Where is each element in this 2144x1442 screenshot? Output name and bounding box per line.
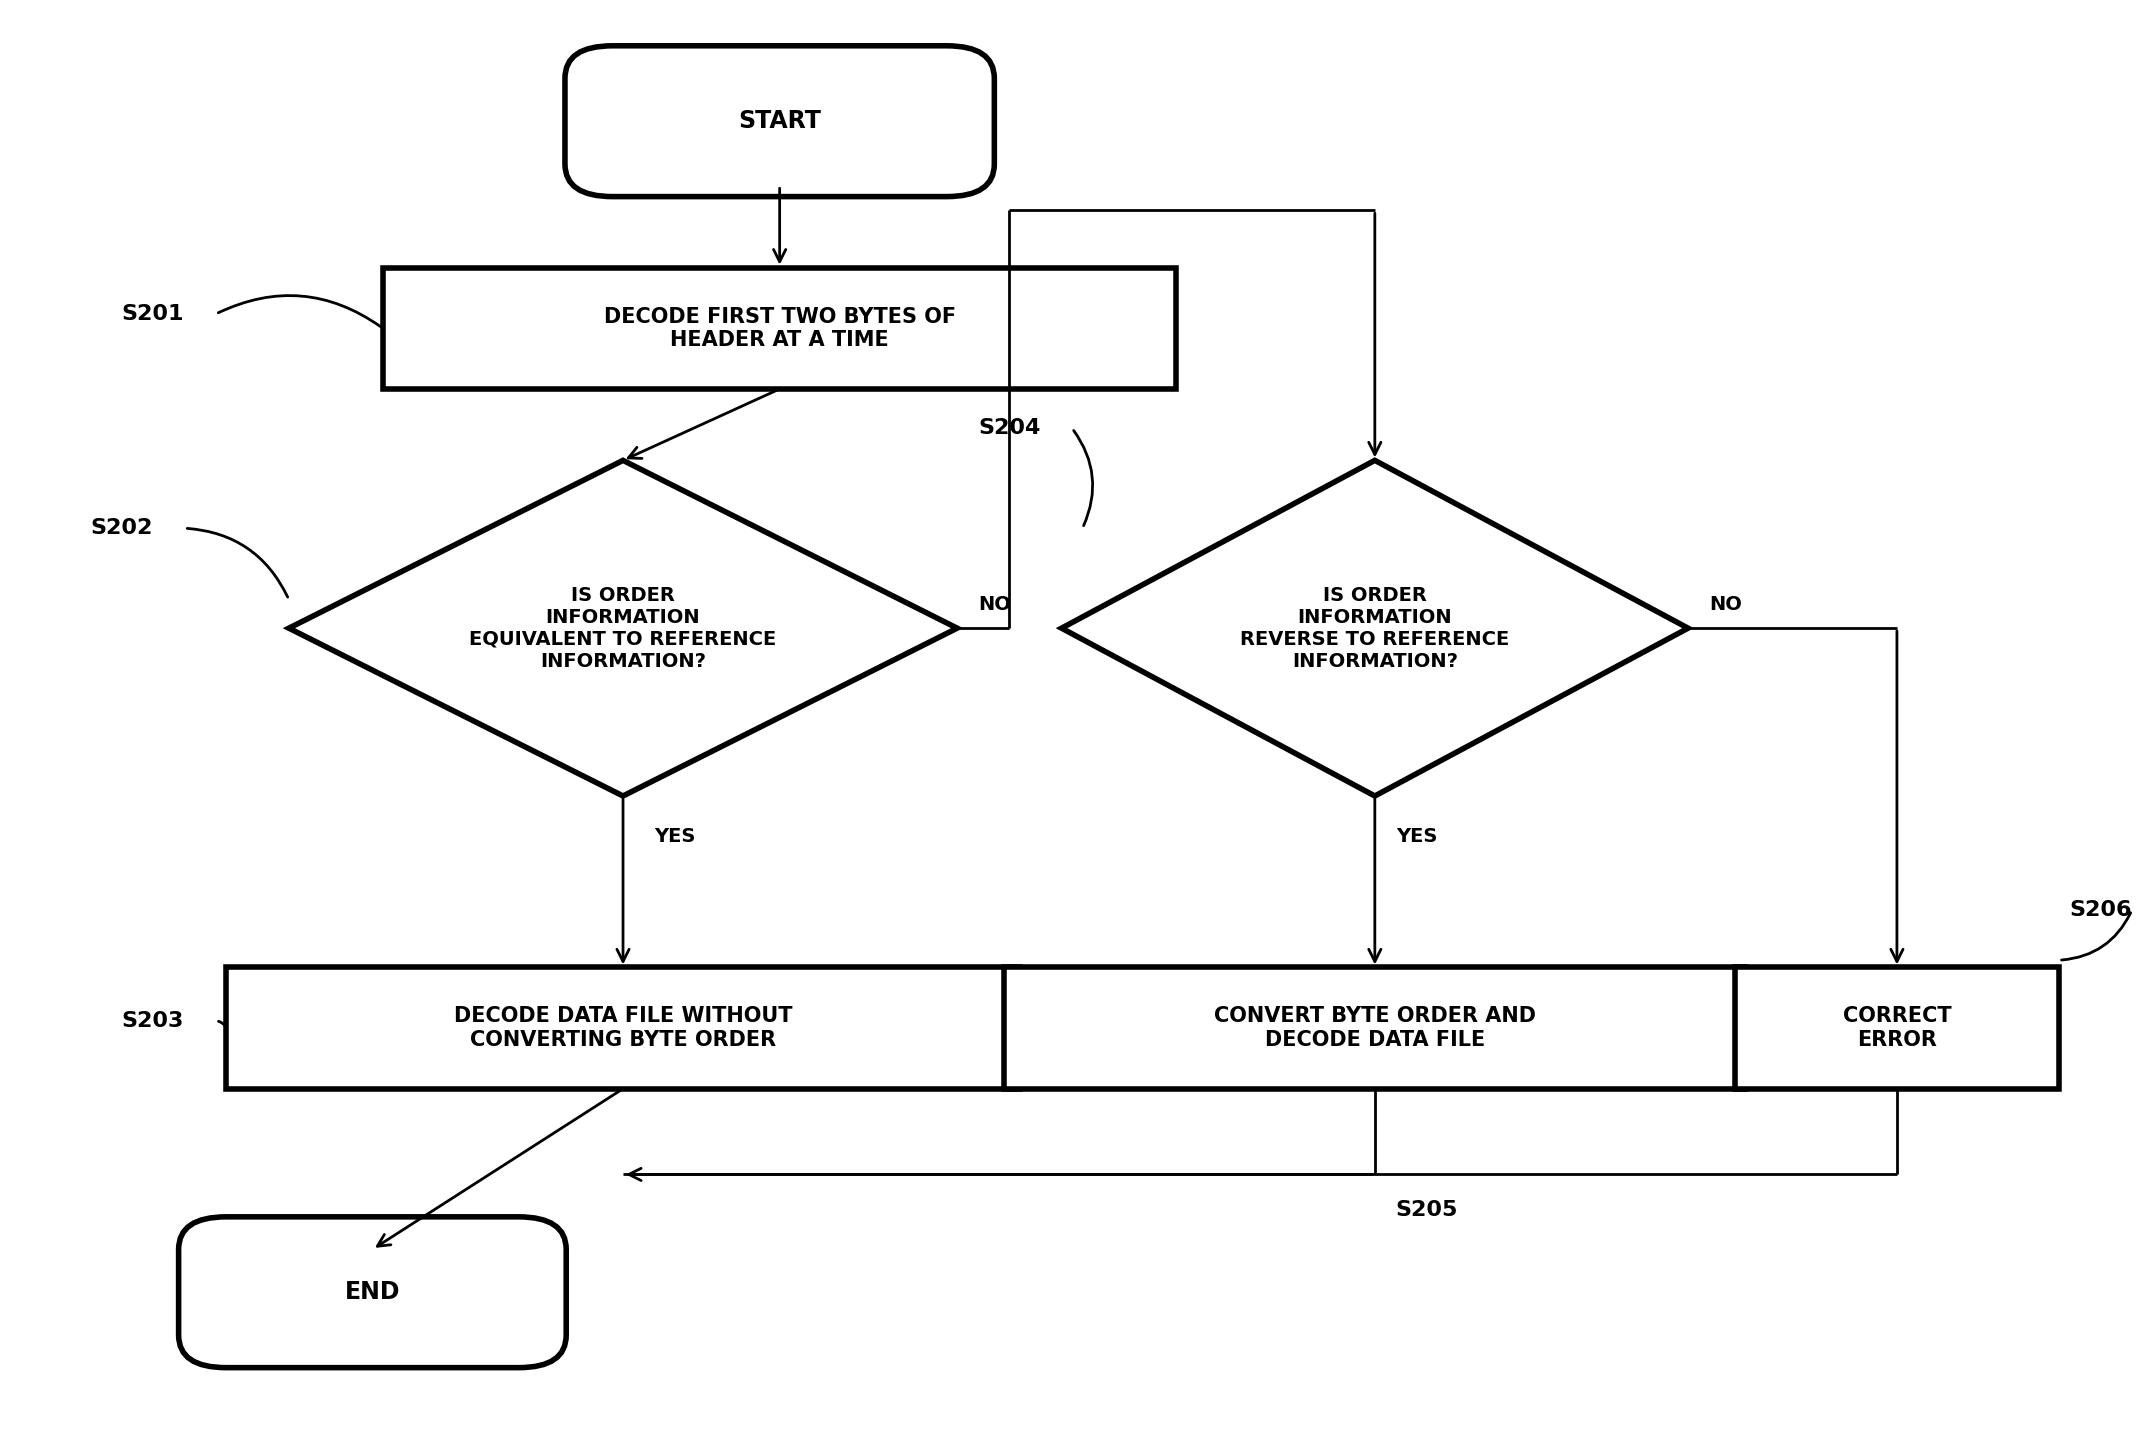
- Bar: [384, 268, 1177, 389]
- Text: NO: NO: [978, 596, 1012, 614]
- Text: S202: S202: [90, 518, 152, 538]
- Polygon shape: [1061, 460, 1687, 796]
- Text: IS ORDER
INFORMATION
REVERSE TO REFERENCE
INFORMATION?: IS ORDER INFORMATION REVERSE TO REFERENC…: [1239, 585, 1509, 671]
- Text: YES: YES: [654, 828, 695, 846]
- FancyBboxPatch shape: [566, 46, 995, 196]
- Text: CONVERT BYTE ORDER AND
DECODE DATA FILE: CONVERT BYTE ORDER AND DECODE DATA FILE: [1214, 1007, 1535, 1050]
- FancyBboxPatch shape: [178, 1217, 566, 1367]
- Bar: [227, 968, 1021, 1089]
- Polygon shape: [289, 460, 956, 796]
- Text: DECODE FIRST TWO BYTES OF
HEADER AT A TIME: DECODE FIRST TWO BYTES OF HEADER AT A TI…: [605, 307, 956, 350]
- Bar: [1734, 968, 2058, 1089]
- Text: CORRECT
ERROR: CORRECT ERROR: [1842, 1007, 1951, 1050]
- Text: IS ORDER
INFORMATION
EQUIVALENT TO REFERENCE
INFORMATION?: IS ORDER INFORMATION EQUIVALENT TO REFER…: [470, 585, 776, 671]
- Text: S206: S206: [2069, 900, 2131, 920]
- Text: S201: S201: [122, 304, 184, 324]
- Text: S203: S203: [122, 1011, 184, 1031]
- Text: DECODE DATA FILE WITHOUT
CONVERTING BYTE ORDER: DECODE DATA FILE WITHOUT CONVERTING BYTE…: [455, 1007, 793, 1050]
- Text: START: START: [738, 110, 821, 133]
- Bar: [1003, 968, 1745, 1089]
- Text: S204: S204: [978, 418, 1040, 438]
- Text: S205: S205: [1396, 1200, 1458, 1220]
- Text: NO: NO: [1709, 596, 1741, 614]
- Text: YES: YES: [1396, 828, 1436, 846]
- Text: END: END: [345, 1280, 401, 1304]
